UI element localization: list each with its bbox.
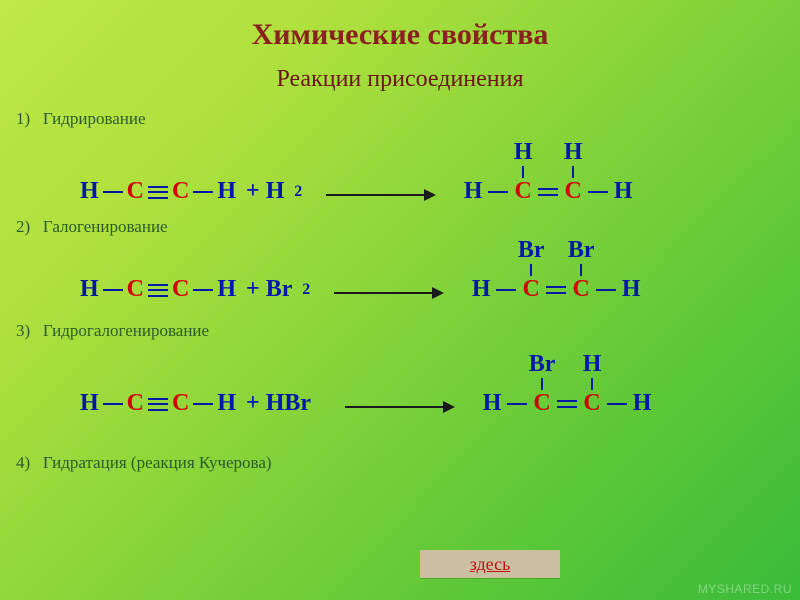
page-subtitle: Реакции присоединения	[0, 52, 800, 93]
bond-double	[534, 180, 562, 204]
atom-h: H	[217, 390, 236, 417]
atom-h: H	[620, 276, 642, 303]
plus-reagent: + HBr	[236, 390, 321, 417]
atom-c: C	[127, 276, 144, 303]
item-1-num: 1)	[16, 109, 30, 128]
bond-single	[189, 180, 217, 204]
atom-c: C	[512, 178, 534, 205]
item-2-label: 2) Галогенирование	[0, 217, 800, 237]
prod-top-right: H	[564, 139, 583, 166]
product-3: Br H H C C H	[479, 364, 655, 417]
bond-triple	[144, 180, 172, 204]
bond-single	[503, 392, 531, 416]
prod-top-left: Br	[518, 237, 545, 264]
prod-top-right: Br	[568, 237, 595, 264]
atom-c: C	[520, 276, 542, 303]
reactant-3: H C C H	[80, 390, 236, 417]
bond-triple	[144, 278, 172, 302]
reaction-3: H C C H + HBr Br H H C C H	[0, 341, 800, 419]
bond-vertical	[530, 264, 532, 276]
atom-h: H	[470, 276, 492, 303]
atom-h: H	[481, 390, 503, 417]
atom-c: C	[127, 390, 144, 417]
item-4-text: Гидратация (реакция Кучерова)	[43, 453, 272, 472]
watermark: MYSHARED.RU	[698, 582, 792, 596]
atom-c: C	[127, 178, 144, 205]
bond-single	[603, 392, 631, 416]
plus-reagent: + H	[236, 178, 294, 205]
bond-single	[484, 180, 512, 204]
atom-c: C	[172, 178, 189, 205]
item-2-num: 2)	[16, 217, 30, 236]
reaction-1: H C C H + H2 H H H C C H	[0, 129, 800, 207]
bond-triple	[144, 392, 172, 416]
atom-h: H	[80, 276, 99, 303]
bond-vertical	[591, 378, 593, 390]
reaction-2: H C C H + Br2 Br Br H C C H	[0, 237, 800, 305]
atom-h: H	[612, 178, 634, 205]
item-4-num: 4)	[16, 453, 30, 472]
atom-h: H	[217, 178, 236, 205]
atom-c: C	[172, 390, 189, 417]
reagent-sub: 2	[302, 281, 310, 299]
item-2-text: Галогенирование	[43, 217, 168, 236]
atom-c: C	[531, 390, 553, 417]
reagent-1: + H2	[236, 178, 302, 205]
arrow-icon	[334, 283, 444, 303]
arrow-icon	[345, 397, 455, 417]
bond-double	[542, 278, 570, 302]
bond-vertical	[541, 378, 543, 390]
item-1-label: 1) Гидрирование	[0, 109, 800, 129]
bond-single	[584, 180, 612, 204]
atom-c: C	[172, 276, 189, 303]
bond-single	[99, 278, 127, 302]
bond-double	[553, 392, 581, 416]
item-4-label: 4) Гидратация (реакция Кучерова)	[0, 453, 800, 473]
bond-single	[99, 392, 127, 416]
atom-h: H	[462, 178, 484, 205]
reagent-sub: 2	[294, 183, 302, 201]
bond-single	[99, 180, 127, 204]
item-3-num: 3)	[16, 321, 30, 340]
atom-h: H	[80, 178, 99, 205]
reactant-1: H C C H	[80, 178, 236, 205]
here-button-label: здесь	[470, 554, 511, 575]
bond-single	[592, 278, 620, 302]
bond-vertical	[522, 166, 524, 178]
bond-single	[492, 278, 520, 302]
atom-h: H	[631, 390, 653, 417]
item-3-text: Гидрогалогенирование	[43, 321, 209, 340]
here-button[interactable]: здесь	[420, 550, 560, 578]
atom-h: H	[217, 276, 236, 303]
bond-single	[189, 278, 217, 302]
item-3-label: 3) Гидрогалогенирование	[0, 321, 800, 341]
reagent-3: + HBr	[236, 390, 321, 417]
atom-h: H	[80, 390, 99, 417]
page-title: Химические свойства	[0, 0, 800, 52]
bond-single	[189, 392, 217, 416]
bond-vertical	[572, 166, 574, 178]
prod-top-left: H	[514, 139, 533, 166]
prod-top-right: H	[583, 351, 602, 378]
reagent-2: + Br2	[236, 276, 310, 303]
bond-vertical	[580, 264, 582, 276]
product-1: H H H C C H	[460, 152, 636, 205]
atom-c: C	[581, 390, 603, 417]
arrow-icon	[326, 185, 436, 205]
plus-reagent: + Br	[236, 276, 302, 303]
atom-c: C	[562, 178, 584, 205]
atom-c: C	[570, 276, 592, 303]
item-1-text: Гидрирование	[43, 109, 146, 128]
prod-top-left: Br	[529, 351, 556, 378]
reactant-2: H C C H	[80, 276, 236, 303]
product-2: Br Br H C C H	[468, 250, 644, 303]
